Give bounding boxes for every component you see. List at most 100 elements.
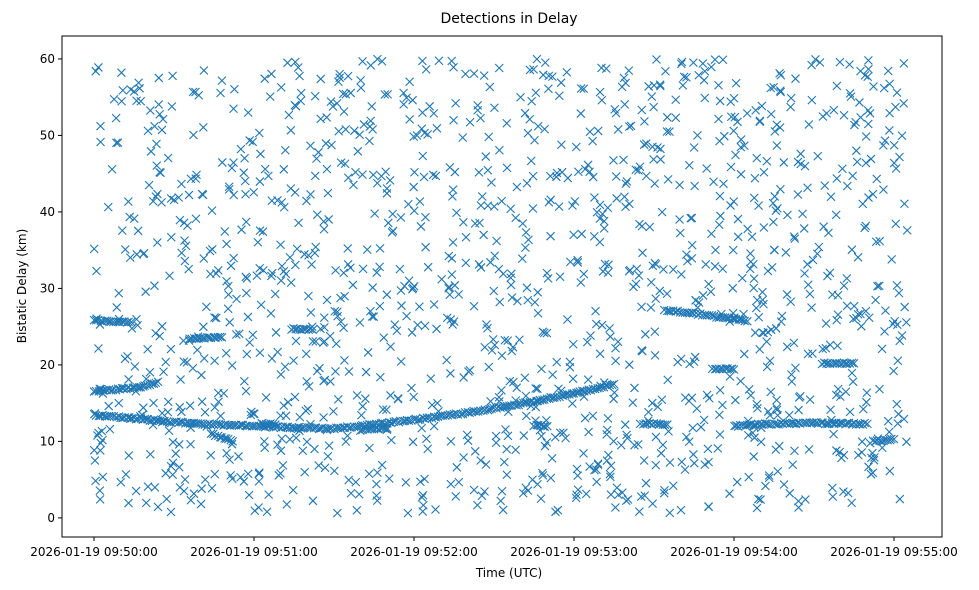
- data-point-marker: [366, 116, 376, 126]
- data-point-marker: [841, 387, 851, 397]
- data-point-marker: [164, 426, 174, 436]
- data-point-marker: [332, 508, 342, 518]
- data-point-marker: [507, 293, 517, 302]
- data-point-marker: [794, 405, 803, 415]
- data-point-marker: [95, 486, 105, 495]
- data-point-marker: [818, 344, 828, 354]
- data-point-marker: [210, 402, 220, 412]
- data-point-marker: [224, 182, 234, 192]
- data-point-marker: [890, 316, 900, 326]
- data-point-marker: [469, 485, 479, 495]
- data-point-marker: [446, 437, 456, 446]
- data-point-marker: [718, 55, 728, 65]
- data-point-marker: [399, 88, 409, 98]
- data-point-marker: [800, 269, 809, 278]
- data-point-marker: [684, 437, 694, 447]
- data-point-marker: [870, 453, 879, 462]
- data-point-marker: [188, 87, 198, 97]
- data-point-marker: [842, 301, 852, 311]
- data-point-marker: [333, 394, 343, 404]
- data-point-marker: [242, 349, 252, 359]
- data-point-marker: [476, 263, 486, 272]
- data-point-marker: [759, 223, 769, 232]
- data-point-marker: [590, 465, 599, 475]
- data-point-marker: [693, 130, 702, 140]
- data-point-marker: [803, 349, 813, 359]
- data-point-marker: [811, 55, 820, 64]
- data-point-marker: [508, 377, 518, 387]
- data-point-marker: [593, 126, 603, 136]
- data-point-marker: [458, 133, 468, 143]
- data-point-marker: [823, 271, 832, 281]
- data-point-marker: [267, 268, 277, 278]
- data-point-marker: [358, 170, 367, 180]
- data-point-marker: [339, 268, 349, 278]
- data-point-marker: [580, 413, 590, 423]
- data-point-marker: [260, 164, 270, 174]
- data-point-marker: [285, 435, 295, 444]
- data-point-marker: [745, 249, 755, 258]
- data-point-marker: [363, 348, 373, 357]
- data-point-marker: [730, 395, 740, 405]
- data-point-marker: [834, 419, 844, 428]
- data-point-marker: [155, 331, 165, 341]
- data-point-marker: [124, 498, 133, 508]
- data-point-marker: [483, 201, 493, 211]
- data-point-marker: [572, 490, 581, 500]
- data-point-marker: [442, 355, 452, 365]
- data-point-marker: [437, 274, 447, 284]
- data-point-marker: [232, 294, 241, 304]
- data-point-marker: [729, 197, 739, 206]
- data-point-marker: [891, 164, 901, 173]
- data-point-marker: [145, 449, 155, 459]
- data-point-marker: [207, 206, 217, 215]
- data-point-marker: [225, 317, 235, 327]
- data-point-marker: [331, 366, 340, 376]
- data-point-marker: [565, 362, 575, 372]
- data-point-marker: [768, 217, 778, 227]
- data-point-marker: [700, 460, 710, 470]
- data-point-marker: [494, 63, 504, 73]
- data-point-marker: [795, 391, 805, 401]
- data-point-marker: [568, 201, 577, 210]
- data-point-marker: [197, 397, 207, 407]
- data-point-marker: [742, 108, 752, 118]
- data-point-marker: [755, 117, 765, 127]
- data-point-marker: [523, 128, 533, 138]
- data-point-marker: [621, 496, 631, 506]
- data-point-marker: [277, 261, 287, 271]
- data-point-marker: [378, 405, 388, 414]
- data-point-marker: [814, 242, 824, 252]
- data-point-marker: [349, 126, 359, 136]
- data-point-marker: [306, 308, 316, 317]
- data-point-marker: [341, 89, 351, 99]
- data-point-marker: [685, 359, 695, 369]
- data-point-marker: [138, 403, 148, 413]
- data-point-marker: [210, 313, 219, 322]
- data-point-marker: [400, 416, 410, 426]
- data-point-marker: [772, 120, 782, 130]
- data-point-marker: [533, 121, 543, 131]
- data-point-marker: [261, 393, 271, 402]
- data-point-marker: [480, 487, 489, 496]
- data-point-marker: [621, 179, 631, 189]
- data-point-marker: [502, 163, 512, 173]
- data-point-marker: [355, 130, 365, 140]
- data-point-marker: [799, 224, 809, 233]
- data-point-marker: [520, 373, 530, 383]
- data-point-marker: [243, 469, 253, 479]
- data-point-marker: [366, 60, 376, 70]
- data-point-marker: [833, 384, 843, 394]
- data-point-marker: [247, 421, 257, 431]
- data-point-marker: [750, 433, 759, 443]
- data-point-marker: [714, 220, 724, 230]
- x-tick-label: 2026-01-19 09:54:00: [670, 545, 797, 559]
- data-point-marker: [497, 486, 507, 496]
- data-point-marker: [338, 89, 348, 99]
- data-point-marker: [791, 363, 800, 373]
- data-point-marker: [651, 294, 661, 304]
- data-point-marker: [595, 237, 605, 247]
- data-point-marker: [801, 418, 810, 428]
- data-point-marker: [428, 170, 438, 180]
- data-point-marker: [130, 362, 140, 371]
